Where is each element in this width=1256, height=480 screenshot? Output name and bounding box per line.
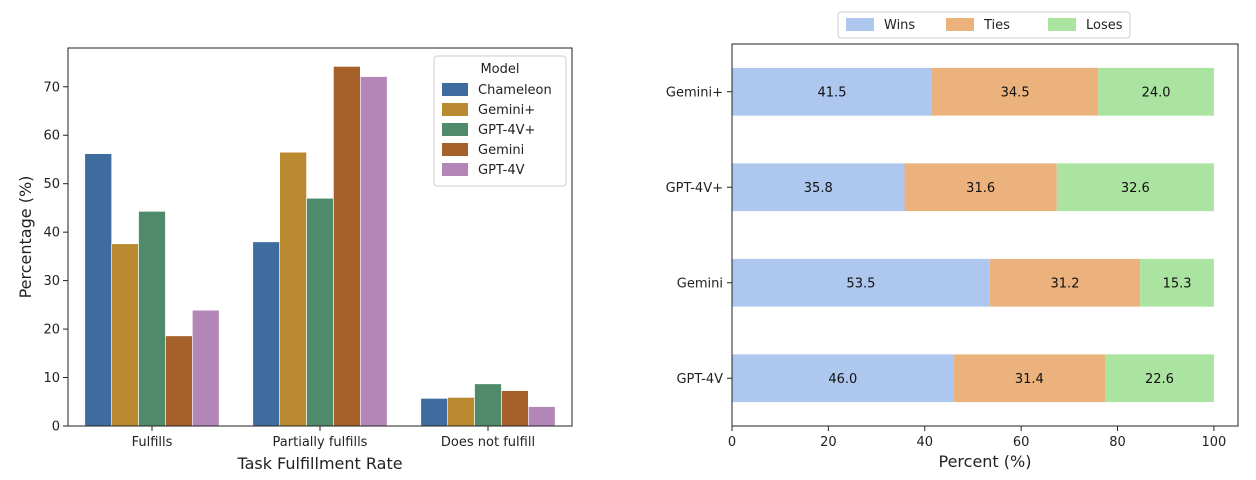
bar-gemini-partially-fulfills [279, 151, 307, 427]
left-legend-title: Model [480, 62, 519, 77]
right-legend-label-loses: Loses [1086, 18, 1123, 33]
segment-loses-gpt-4v [1104, 354, 1214, 403]
left-legend-swatch-gpt-4v [442, 123, 468, 136]
left-legend-swatch-chameleon [442, 83, 468, 96]
segment-ties-gpt-4v [953, 354, 1105, 403]
segment-loses-gemini [1098, 67, 1214, 116]
segment-label-wins-gpt-4v: 46.0 [828, 372, 857, 387]
bar-gpt-4v-does-not-fulfill [528, 406, 556, 427]
left-legend-swatch-gemini [442, 103, 468, 116]
segment-label-loses-gpt-4v: 22.6 [1145, 372, 1174, 387]
left-legend-items: Chameleon Gemini+ GPT-4V+ Gemini GPT-4V [442, 83, 552, 178]
left-x-axis: Fulfills Partially fulfills Does not fulfi… [132, 426, 535, 450]
right-x-tick-label: 80 [1109, 435, 1126, 450]
bar-gpt-4v-partially-fulfills [306, 197, 334, 427]
left-legend-label-gemini: Gemini [478, 143, 524, 158]
right-legend-swatch-wins [846, 18, 874, 31]
bar-gpt-4v-does-not-fulfill [474, 383, 502, 427]
left-y-tick-label: 30 [43, 274, 60, 289]
bar-chameleon-partially-fulfills [252, 241, 280, 427]
right-x-tick-label: 0 [728, 435, 736, 450]
left-legend-swatch-gpt-4v [442, 163, 468, 176]
segment-ties-gpt-4v [904, 163, 1057, 212]
bar-gemini-does-not-fulfill [501, 390, 529, 427]
bar-gpt-4v-fulfills [138, 211, 166, 427]
right-legend-label-ties: Ties [983, 18, 1010, 33]
right-x-tick-label: 40 [916, 435, 933, 450]
segment-ties-gemini [931, 67, 1099, 116]
segment-wins-gpt-4v [732, 163, 905, 212]
right-legend-items: Wins Ties Loses [846, 18, 1123, 33]
right-x-axis: 0 20 40 60 80 100 [728, 426, 1226, 450]
bar-gemini-partially-fulfills [333, 66, 361, 427]
left-chart: 0 10 20 30 40 50 60 70 Fulfills Partially fulfil… [16, 47, 573, 473]
left-y-tick-label: 70 [43, 80, 60, 95]
right-chart: 41.5 34.5 24.0 35.8 31.6 32.6 53.5 31.2 15.3 46.0… [666, 11, 1239, 471]
segment-ties-gemini [989, 258, 1141, 307]
left-x-tick-label: Partially fulfills [273, 435, 368, 450]
right-x-tick-label: 20 [820, 435, 837, 450]
left-legend-label-gpt-4v: GPT-4V+ [478, 123, 535, 138]
left-x-tick-label: Does not fulfill [441, 435, 535, 450]
right-legend: Wins Ties Loses [837, 11, 1131, 39]
segment-label-wins-gemini: 41.5 [818, 85, 847, 100]
left-x-tick-label: Fulfills [132, 435, 173, 450]
segment-label-ties-gpt-4v: 31.4 [1015, 372, 1044, 387]
right-legend-label-wins: Wins [884, 18, 915, 33]
left-y-tick-label: 20 [43, 323, 60, 338]
segment-label-loses-gemini: 24.0 [1142, 85, 1171, 100]
right-y-tick-label: GPT-4V [676, 372, 723, 387]
left-y-tick-label: 60 [43, 129, 60, 144]
left-y-tick-label: 10 [43, 371, 60, 386]
right-y-tick-label: GPT-4V+ [666, 181, 723, 196]
left-y-tick-label: 40 [43, 226, 60, 241]
left-y-axis: 0 10 20 30 40 50 60 70 [43, 80, 68, 435]
bar-gemini-fulfills [165, 335, 193, 427]
right-x-tick-label: 60 [1013, 435, 1030, 450]
segment-wins-gemini [732, 258, 990, 307]
bar-chameleon-does-not-fulfill [420, 398, 448, 427]
right-legend-swatch-loses [1048, 18, 1076, 31]
right-bars-group: 41.5 34.5 24.0 35.8 31.6 32.6 53.5 31.2 15.3 46.0… [732, 67, 1214, 403]
left-legend-label-gemini: Gemini+ [478, 103, 535, 118]
left-legend-swatch-gemini [442, 143, 468, 156]
right-x-axis-label: Percent (%) [939, 452, 1032, 471]
segment-label-loses-gpt-4v: 32.6 [1121, 181, 1150, 196]
segment-label-ties-gpt-4v: 31.6 [966, 181, 995, 196]
bar-chameleon-fulfills [84, 153, 112, 427]
segment-loses-gemini [1140, 258, 1214, 307]
right-legend-swatch-ties [946, 18, 974, 31]
bar-gemini-fulfills [111, 243, 139, 427]
right-y-axis: Gemini+ GPT-4V+ Gemini GPT-4V [666, 85, 732, 387]
right-plot-frame [731, 43, 1239, 427]
left-bars-group [84, 66, 556, 427]
segment-loses-gpt-4v [1056, 163, 1214, 212]
segment-label-ties-gemini: 31.2 [1051, 276, 1080, 291]
bar-gpt-4v-fulfills [192, 309, 220, 427]
left-legend-label-gpt-4v: GPT-4V [478, 163, 525, 178]
right-x-tick-label: 100 [1201, 435, 1226, 450]
segment-wins-gemini [732, 67, 932, 116]
segment-label-ties-gemini: 34.5 [1001, 85, 1030, 100]
left-x-axis-label: Task Fulfillment Rate [236, 454, 402, 473]
left-legend: Model Chameleon Gemini+ GPT-4V+ Gemini GPT-4… [433, 55, 567, 187]
segment-wins-gpt-4v [732, 354, 954, 403]
bar-gemini-does-not-fulfill [447, 397, 475, 427]
right-y-tick-label: Gemini+ [666, 85, 723, 100]
right-y-tick-label: Gemini [677, 276, 723, 291]
left-legend-label-chameleon: Chameleon [478, 83, 552, 98]
segment-label-wins-gemini: 53.5 [846, 276, 875, 291]
segment-label-loses-gemini: 15.3 [1163, 276, 1192, 291]
left-y-tick-label: 50 [43, 177, 60, 192]
bar-gpt-4v-partially-fulfills [360, 76, 388, 427]
left-y-axis-label: Percentage (%) [16, 176, 35, 299]
segment-label-wins-gpt-4v: 35.8 [804, 181, 833, 196]
left-y-tick-label: 0 [52, 420, 60, 435]
